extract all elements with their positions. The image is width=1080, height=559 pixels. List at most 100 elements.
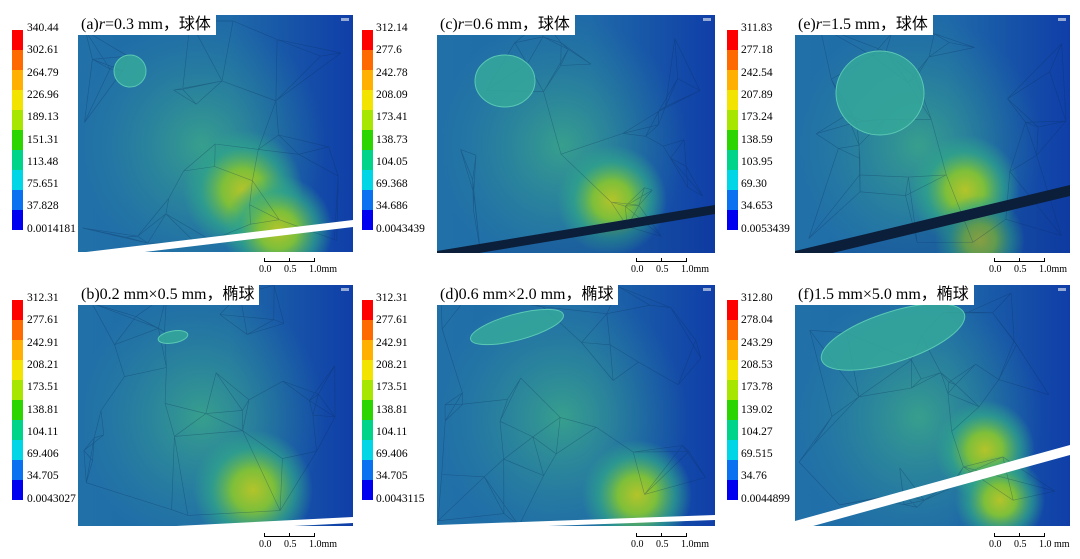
- colorbar-tick-label: 0.0053439: [741, 222, 790, 235]
- colorbar-swatch: [727, 90, 738, 110]
- stress-field: (d)0.6 mm×2.0 mm，椭球: [437, 285, 715, 526]
- colorbar-swatch: [12, 340, 23, 360]
- colorbar-swatch: [727, 70, 738, 90]
- scale-bar-label: 0.5: [656, 539, 669, 550]
- spherical-inclusion: [113, 54, 147, 88]
- colorbar-tick-label: 69.30: [741, 178, 767, 191]
- panel-label: (a)r=0.3 mm，球体: [78, 15, 216, 35]
- colorbar-tick-label: 104.27: [741, 425, 773, 438]
- colorbar-tick-label: 173.24: [741, 111, 773, 124]
- colorbar-swatch: [727, 380, 738, 400]
- colorbar-tick-label: 113.48: [27, 155, 59, 168]
- colorbar-tick-label: 0.0043115: [376, 492, 425, 505]
- scale-bar-tick: [314, 533, 315, 537]
- colorbar-swatch: [727, 50, 738, 70]
- scale-bar-label: 1.0mm: [1039, 264, 1068, 275]
- scale-bar-label: 0.5: [284, 264, 297, 275]
- colorbar-swatch: [12, 480, 23, 500]
- colorbar-swatch: [727, 340, 738, 360]
- colorbar-swatch: [12, 210, 23, 230]
- colorbar-swatch: [727, 110, 738, 130]
- colorbar-tick-label: 151.31: [27, 133, 59, 146]
- colorbar-swatch: [727, 440, 738, 460]
- colorbar-swatch: [362, 320, 373, 340]
- stress-field: (b)0.2 mm×0.5 mm，椭球: [78, 285, 353, 526]
- colorbar-swatch: [727, 420, 738, 440]
- colorbar-tick-label: 189.13: [27, 111, 59, 124]
- colorbar-tick-label: 312.14: [376, 22, 408, 34]
- scale-bar-tick: [314, 258, 315, 262]
- stress-hotspot: [193, 430, 313, 526]
- colorbar-tick-label: 173.51: [376, 381, 408, 394]
- scale-bar-tick: [636, 533, 637, 537]
- colorbar-swatch: [362, 70, 373, 90]
- scale-bar-tick: [1019, 258, 1020, 262]
- colorbar-tick-label: 208.53: [741, 358, 773, 371]
- colorbar-swatch: [362, 300, 373, 320]
- colorbar-swatch: [12, 130, 23, 150]
- scale-bar-tick: [1044, 533, 1045, 537]
- colorbar-tick-label: 243.29: [741, 336, 773, 349]
- colorbar-tick-label: 34.705: [27, 470, 59, 483]
- crack-band: [86, 220, 353, 252]
- colorbar-tick-label: 207.89: [741, 88, 773, 101]
- panel-label-text: =1.5 mm，球体: [822, 16, 928, 33]
- scale-bar: 0.0 0.5 1.0mm: [631, 533, 709, 559]
- colorbar-tick-label: 0.0014181: [27, 222, 76, 235]
- colorbar-swatch: [362, 440, 373, 460]
- colorbar-tick-label: 311.83: [741, 22, 773, 34]
- scale-bar-label: 0.0: [631, 264, 644, 275]
- colorbar-tick-label: 312.80: [741, 292, 773, 304]
- scale-bar-label: 0.5: [284, 539, 297, 550]
- colorbar-swatch: [12, 420, 23, 440]
- colorbar-swatch: [362, 340, 373, 360]
- colorbar-swatch: [12, 190, 23, 210]
- scale-bar-label: 0.5: [656, 264, 669, 275]
- colorbar-swatch: [362, 170, 373, 190]
- colorbar-swatch: [362, 30, 373, 50]
- colorbar-swatch: [362, 130, 373, 150]
- panel-label-variable: r: [815, 16, 822, 33]
- stress-hotspot: [582, 440, 692, 526]
- colorbar-swatch: [362, 190, 373, 210]
- colorbar-swatch: [12, 440, 23, 460]
- colorbar: [362, 30, 373, 230]
- colorbar-tick-label: 138.73: [376, 133, 408, 146]
- scale-bar-tick: [264, 533, 265, 537]
- software-logo-mark: [341, 18, 349, 21]
- scale-bar-label: 1.0mm: [309, 264, 338, 275]
- colorbar-tick-label: 242.78: [376, 66, 408, 79]
- colorbar-tick-label: 277.18: [741, 44, 773, 57]
- scale-bar-label: 1.0mm: [309, 539, 338, 550]
- colorbar-swatch: [362, 420, 373, 440]
- software-logo-mark: [703, 288, 711, 291]
- scale-bar-label: 0.0: [989, 264, 1002, 275]
- colorbar-swatch: [362, 150, 373, 170]
- colorbar-swatch: [12, 360, 23, 380]
- colorbar-swatch: [727, 210, 738, 230]
- colorbar-swatch: [727, 170, 738, 190]
- colorbar-tick-label: 302.61: [27, 44, 59, 57]
- crack-shadow: [795, 196, 1070, 253]
- colorbar-swatch: [12, 460, 23, 480]
- colorbar-tick-label: 138.59: [741, 133, 773, 146]
- panel-label-prefix: (b): [81, 286, 100, 303]
- software-logo-mark: [1058, 288, 1066, 291]
- colorbar-swatch: [727, 150, 738, 170]
- scale-bar-label: 0.0: [259, 539, 272, 550]
- colorbar-tick-label: 0.0044899: [741, 492, 790, 505]
- colorbar-tick-label: 277.6: [376, 44, 402, 57]
- stress-field: (f)1.5 mm×5.0 mm，椭球: [795, 285, 1070, 526]
- colorbar-tick-label: 208.09: [376, 88, 408, 101]
- crack-band: [795, 185, 1070, 253]
- scale-bar-label: 0.0: [631, 539, 644, 550]
- colorbar-tick-label: 278.04: [741, 314, 773, 327]
- colorbar-tick-label: 264.79: [27, 66, 59, 79]
- panel-label-variable: r: [457, 16, 464, 33]
- colorbar-swatch: [727, 320, 738, 340]
- panel-label-prefix: (c): [440, 16, 458, 33]
- panel-label-text: 0.6 mm×2.0 mm，椭球: [458, 286, 614, 303]
- ellipsoidal-inclusion: [820, 303, 966, 371]
- panel-label: (d)0.6 mm×2.0 mm，椭球: [437, 285, 619, 305]
- colorbar-tick-label: 242.54: [741, 66, 773, 79]
